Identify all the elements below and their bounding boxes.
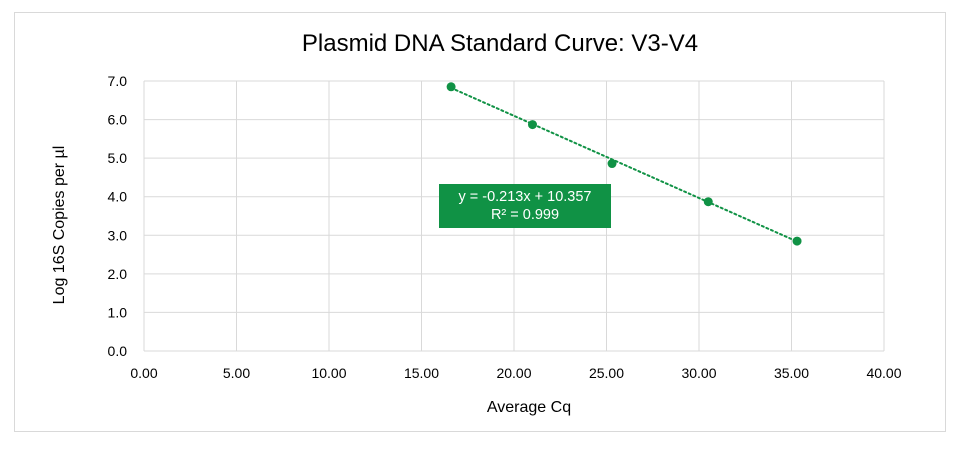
x-tick-label: 35.00 <box>774 365 809 381</box>
grid-lines <box>143 80 885 352</box>
y-tick-label: 2.0 <box>108 266 128 282</box>
y-tick-label: 1.0 <box>108 304 128 320</box>
x-tick-labels: 0.00 5.00 10.00 15.00 20.00 25.00 30.00 35.00 40… <box>130 365 901 381</box>
x-tick-label: 0.00 <box>130 365 157 381</box>
y-tick-label: 7.0 <box>108 73 128 89</box>
x-tick-label: 30.00 <box>681 365 716 381</box>
y-tick-labels: 0.0 1.0 2.0 3.0 4.0 5.0 6.0 7.0 <box>108 73 128 359</box>
y-tick-label: 5.0 <box>108 150 128 166</box>
chart-title: Plasmid DNA Standard Curve: V3-V4 <box>302 30 698 57</box>
x-tick-label: 40.00 <box>866 365 901 381</box>
x-tick-label: 20.00 <box>496 365 531 381</box>
y-tick-label: 4.0 <box>108 189 128 205</box>
x-tick-label: 10.00 <box>311 365 346 381</box>
equation-box-background <box>439 184 611 228</box>
data-point <box>703 197 713 207</box>
data-point <box>607 159 617 169</box>
x-tick-label: 15.00 <box>404 365 439 381</box>
equation-box: y = -0.213x + 10.357 R² = 0.999 <box>439 184 611 228</box>
x-tick-label: 25.00 <box>589 365 624 381</box>
y-tick-label: 0.0 <box>108 343 128 359</box>
x-tick-label: 5.00 <box>223 365 250 381</box>
trendline-r-squared: R² = 0.999 <box>491 207 559 223</box>
data-point <box>446 82 456 92</box>
y-tick-label: 3.0 <box>108 227 128 243</box>
trendline-equation: y = -0.213x + 10.357 <box>458 189 591 205</box>
x-axis-label: Average Cq <box>487 399 571 416</box>
data-point <box>528 120 537 130</box>
trendline-layer <box>450 86 799 243</box>
data-point <box>792 236 802 246</box>
data-points <box>446 82 802 246</box>
y-tick-label: 6.0 <box>108 112 128 128</box>
y-axis-label: Log 16S Copies per µl <box>51 146 68 305</box>
trendline <box>450 86 799 243</box>
